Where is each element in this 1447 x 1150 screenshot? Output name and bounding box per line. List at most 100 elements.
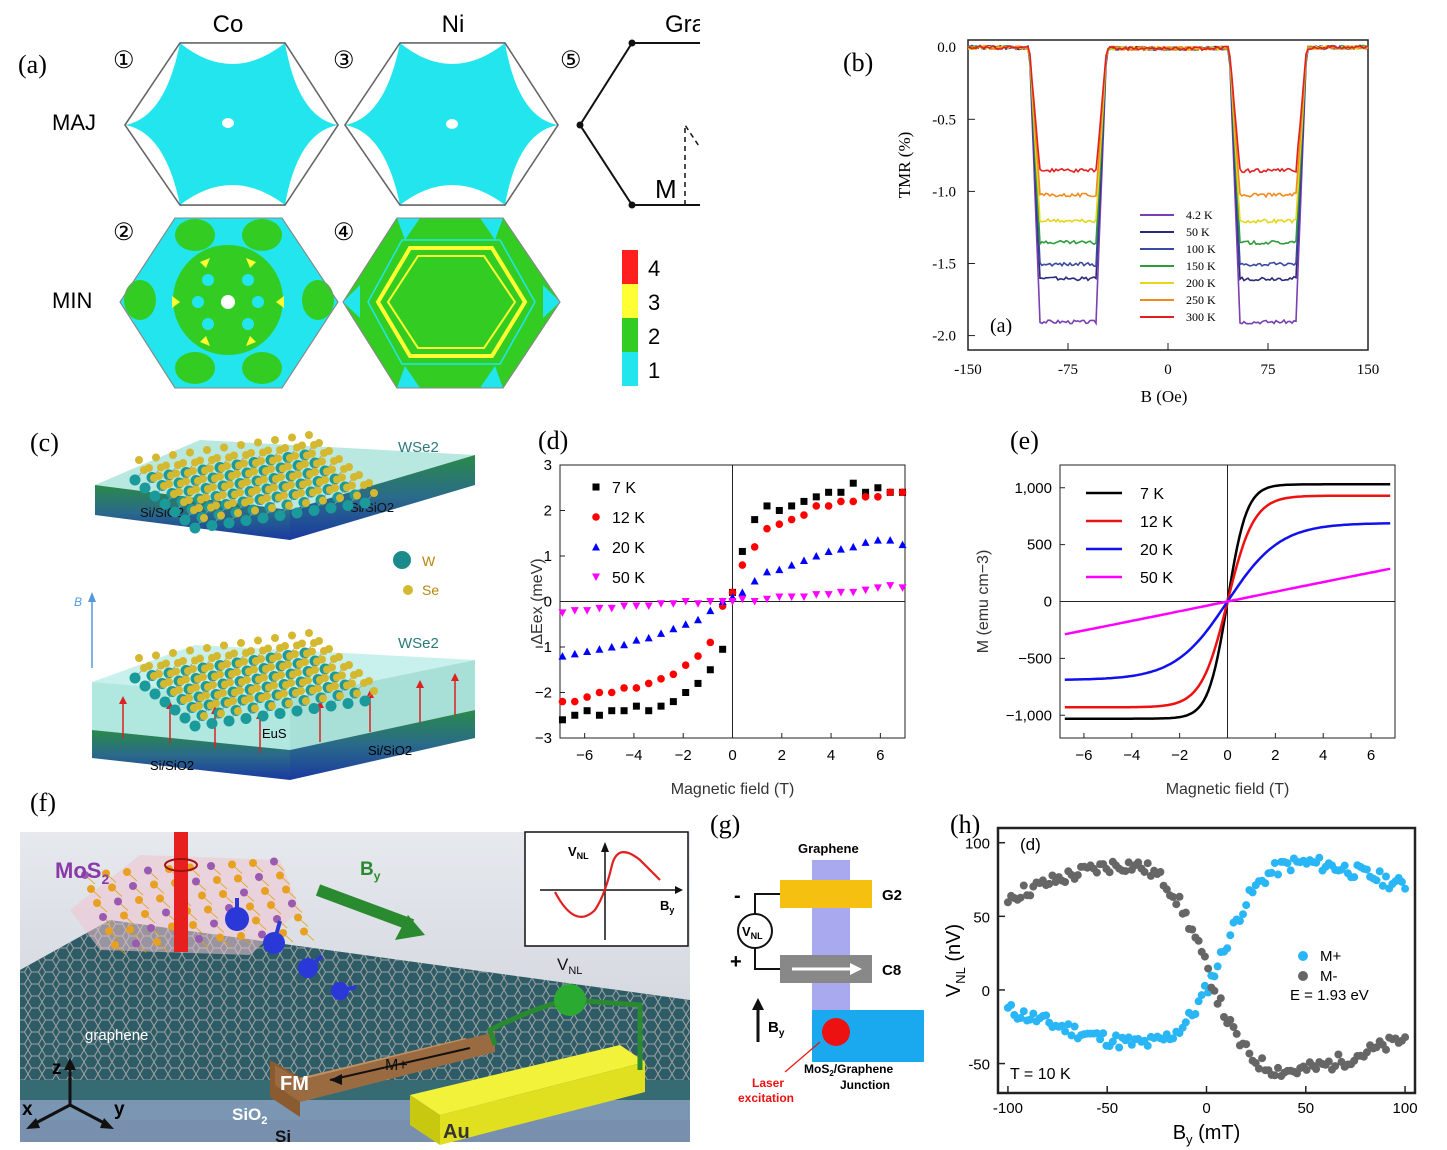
se-atom bbox=[264, 644, 272, 653]
se-atom bbox=[185, 694, 193, 702]
x-tick-label: −2 bbox=[1171, 747, 1188, 764]
se-atom bbox=[304, 676, 312, 685]
colorbar-level-4 bbox=[622, 250, 638, 284]
x-tick-label: -50 bbox=[1096, 1100, 1118, 1117]
data-point bbox=[583, 607, 592, 615]
data-point bbox=[1362, 1048, 1371, 1057]
mos2-atom bbox=[246, 902, 254, 911]
se-atom bbox=[251, 506, 259, 515]
se-atom bbox=[236, 686, 244, 695]
data-point bbox=[1045, 879, 1054, 888]
x-tick-label: 0 bbox=[1202, 1100, 1210, 1117]
se-atom bbox=[338, 671, 346, 680]
y-tick-label: -1.5 bbox=[932, 256, 956, 272]
se-atom bbox=[172, 667, 180, 676]
data-point bbox=[1169, 893, 1178, 901]
m-plus-label: M+ bbox=[385, 1057, 408, 1074]
data-point bbox=[812, 591, 821, 599]
data-point bbox=[1197, 991, 1206, 1000]
data-point bbox=[1242, 901, 1251, 910]
bottom-substrate-label-left: Si/SiO2 bbox=[150, 758, 194, 773]
data-point bbox=[558, 716, 566, 724]
data-point bbox=[788, 502, 796, 510]
mos2-atom bbox=[213, 876, 221, 884]
data-point bbox=[706, 638, 715, 647]
data-point bbox=[1200, 952, 1209, 961]
x-tick-label: −4 bbox=[1123, 747, 1140, 764]
data-point bbox=[1099, 1029, 1108, 1038]
se-atom bbox=[212, 699, 220, 708]
b-field-label: B bbox=[74, 595, 82, 609]
se-atom bbox=[328, 663, 336, 672]
mos2-atom bbox=[150, 880, 158, 889]
data-point bbox=[1048, 871, 1057, 880]
data-point bbox=[738, 588, 747, 596]
se-atom bbox=[271, 634, 279, 642]
se-atom bbox=[321, 674, 329, 682]
data-point bbox=[632, 702, 640, 710]
se-atom bbox=[217, 511, 225, 520]
se-atom bbox=[226, 678, 234, 687]
mos2-atom bbox=[210, 919, 218, 928]
circle-num-1: ① bbox=[113, 48, 135, 74]
data-point bbox=[644, 633, 653, 642]
plus-sign: + bbox=[730, 951, 742, 973]
se-atom bbox=[305, 629, 313, 637]
se-atom bbox=[246, 694, 254, 703]
se-atom bbox=[284, 462, 292, 471]
sio2-label: SiO2 bbox=[232, 1105, 267, 1127]
data-point bbox=[1143, 1041, 1152, 1050]
data-point bbox=[558, 609, 567, 617]
data-point bbox=[775, 593, 784, 601]
x-axis-label: B (Oe) bbox=[1141, 387, 1188, 406]
row-label-min: MIN bbox=[52, 288, 92, 313]
se-atom bbox=[285, 699, 293, 708]
data-point bbox=[1181, 908, 1190, 917]
data-point bbox=[1258, 1054, 1267, 1063]
y-tick-label: -50 bbox=[968, 1057, 990, 1074]
se-atom bbox=[318, 655, 326, 664]
data-point bbox=[1245, 1049, 1254, 1058]
data-point bbox=[836, 545, 845, 553]
g2-electrode bbox=[780, 880, 872, 908]
legend-label: 300 K bbox=[1186, 310, 1216, 324]
legend-label: 7 K bbox=[612, 480, 636, 497]
series-line bbox=[967, 44, 1369, 282]
legend-label: 7 K bbox=[1140, 486, 1164, 503]
y-tick-label: 50 bbox=[973, 909, 990, 926]
axis-z-label: z bbox=[52, 1058, 62, 1079]
se-atom bbox=[301, 460, 309, 468]
se-atom bbox=[348, 481, 356, 490]
data-point bbox=[763, 595, 771, 604]
se-atom bbox=[220, 443, 228, 452]
x-tick-label: 50 bbox=[1297, 1100, 1314, 1117]
legend-label: 20 K bbox=[1140, 542, 1173, 559]
se-atom bbox=[240, 657, 248, 666]
vnl-chart: -50 0 50 100 -100 -50 0 50 100 By (mT) VNL (nV) (d)… bbox=[943, 826, 1418, 1147]
se-atom bbox=[328, 465, 336, 474]
legend-label: 12 K bbox=[612, 510, 645, 527]
x-tick-label: −6 bbox=[576, 747, 593, 764]
data-point bbox=[1315, 853, 1324, 862]
data-point bbox=[694, 615, 702, 624]
data-point bbox=[1362, 865, 1371, 874]
data-point bbox=[681, 661, 690, 669]
se-atom bbox=[230, 451, 238, 460]
device-diagram-g: Graphene G2 C8 VNL - + By Laser excitati… bbox=[730, 841, 924, 1105]
se-atom bbox=[281, 642, 289, 650]
data-point bbox=[669, 600, 678, 608]
se-atom bbox=[145, 464, 153, 472]
mos2-atom bbox=[261, 887, 269, 895]
data-point bbox=[1029, 1009, 1038, 1018]
se-atom bbox=[251, 704, 259, 713]
se-atom bbox=[213, 454, 221, 462]
data-point bbox=[570, 649, 579, 658]
se-atom bbox=[234, 509, 242, 517]
brillouin-zone-figure: Co Ni Gra MAJ MIN ① ② ③ ④ ⑤ bbox=[52, 11, 700, 389]
data-point bbox=[1210, 986, 1219, 995]
series-line bbox=[967, 44, 1369, 174]
coordinate-axes: z x y bbox=[22, 1058, 125, 1129]
se-atom bbox=[162, 461, 170, 470]
mos2-atom bbox=[132, 939, 140, 948]
graphene-label: graphene bbox=[85, 1027, 148, 1044]
